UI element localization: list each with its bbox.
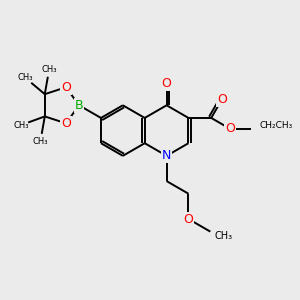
Text: O: O xyxy=(61,81,71,94)
Text: O: O xyxy=(184,212,194,226)
Text: CH₂CH₃: CH₂CH₃ xyxy=(259,121,292,130)
Text: O: O xyxy=(225,122,235,135)
Text: CH₃: CH₃ xyxy=(41,64,57,74)
Text: O: O xyxy=(162,77,172,90)
Text: O: O xyxy=(217,93,227,106)
Text: CH₃: CH₃ xyxy=(13,121,28,130)
Text: CH₃: CH₃ xyxy=(17,73,33,82)
Text: B: B xyxy=(75,99,83,112)
Text: CH₃: CH₃ xyxy=(33,137,48,146)
Text: O: O xyxy=(61,117,71,130)
Text: N: N xyxy=(162,149,171,162)
Text: CH₃: CH₃ xyxy=(214,230,232,241)
